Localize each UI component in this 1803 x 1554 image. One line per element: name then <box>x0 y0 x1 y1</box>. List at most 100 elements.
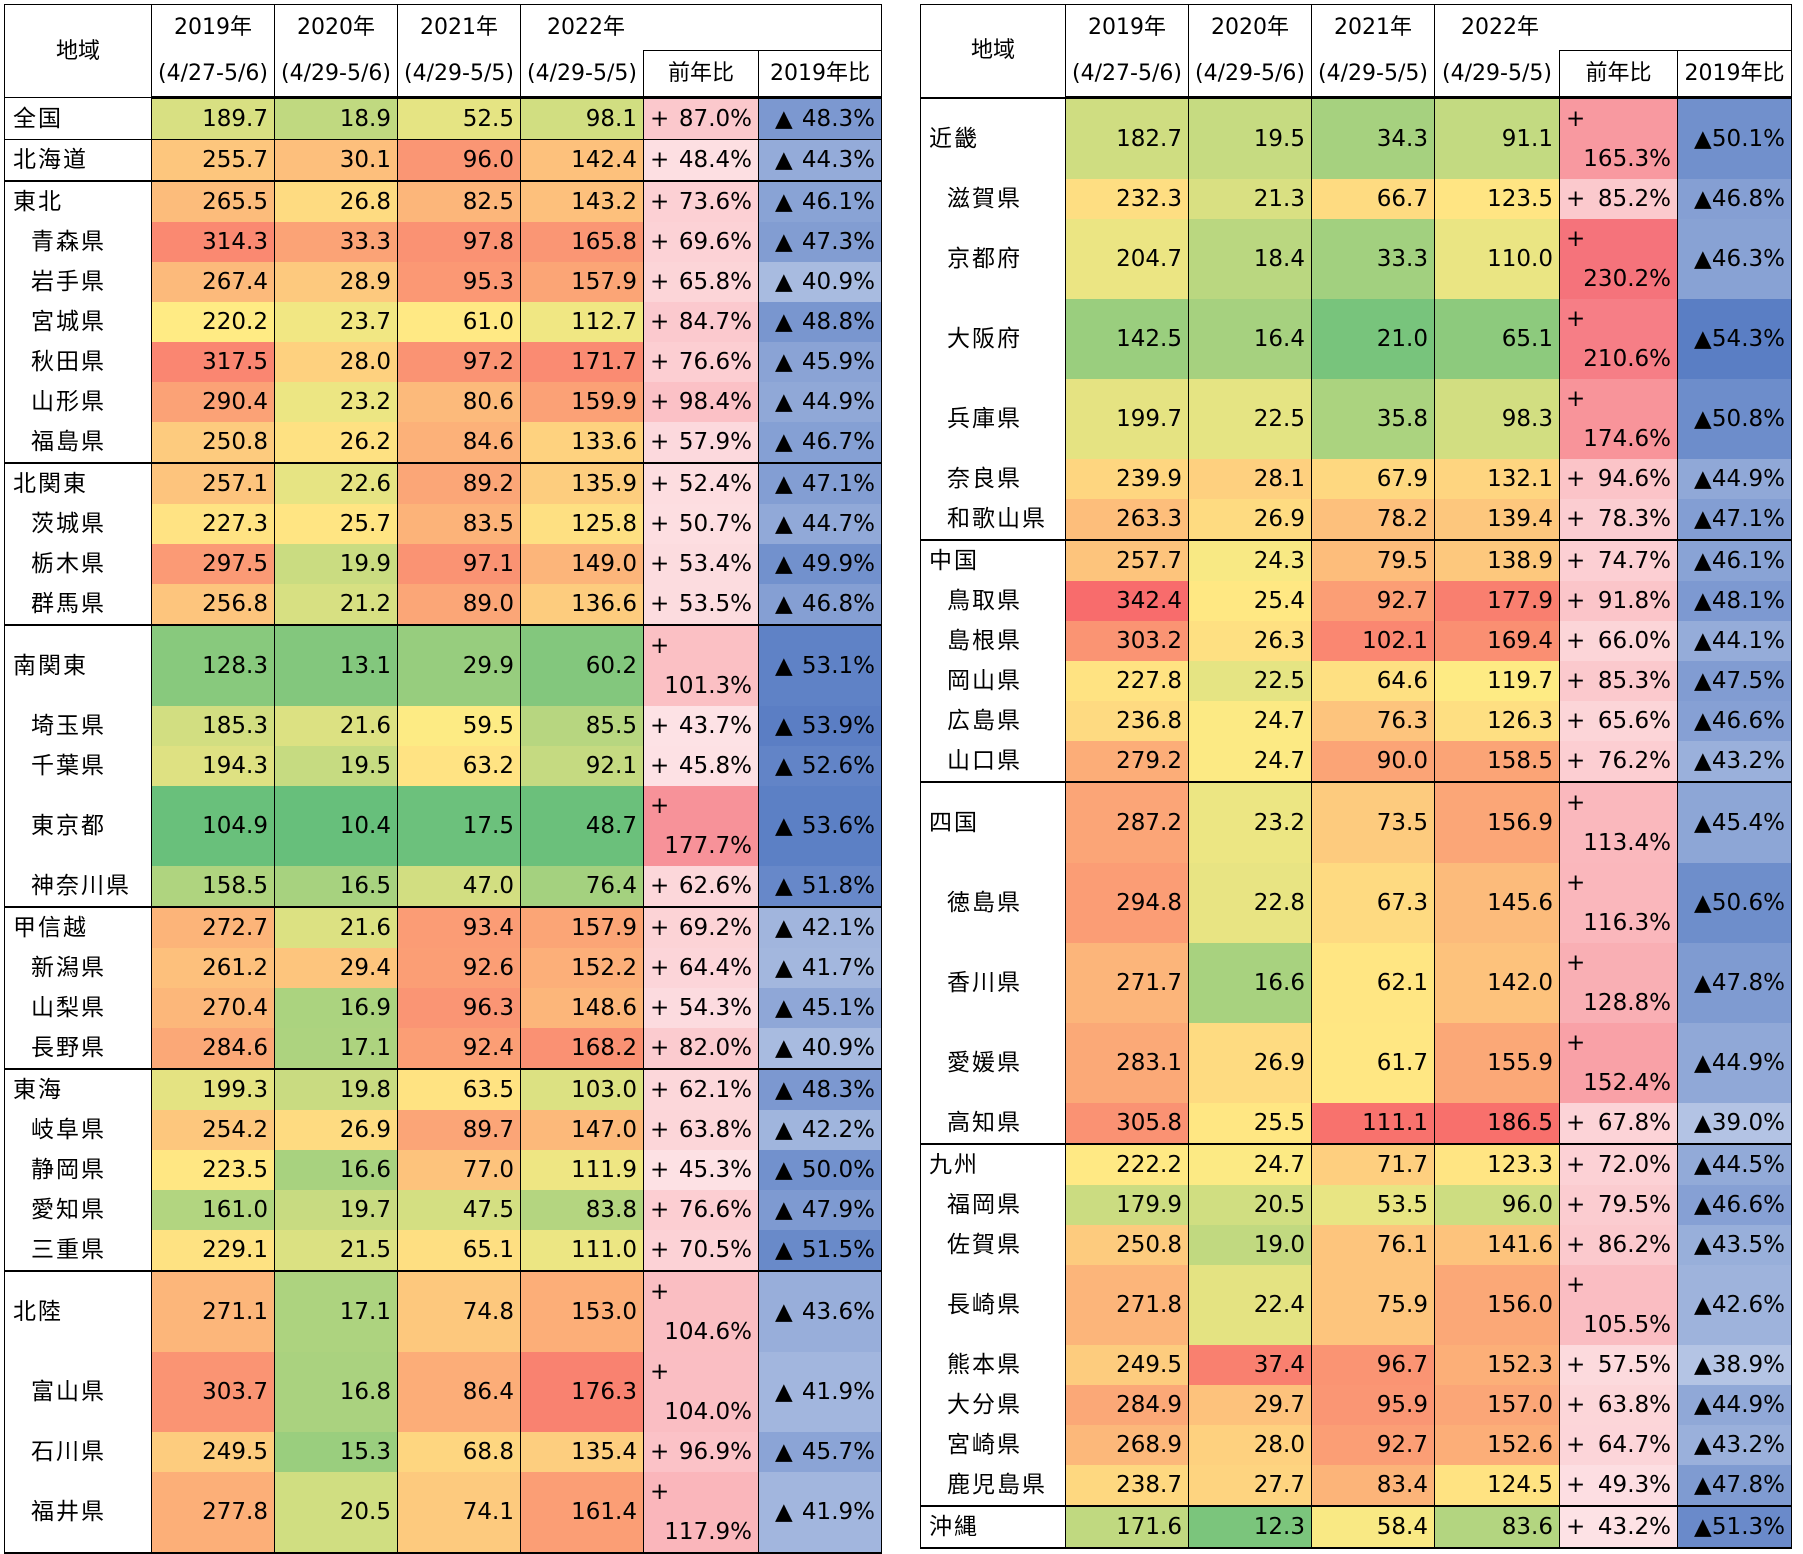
value-2022: 168.2 <box>520 1028 644 1069</box>
value-2021: 71.7 <box>1311 1143 1435 1185</box>
value-2020: 19.9 <box>274 544 398 584</box>
value-2021: 63.5 <box>397 1068 521 1110</box>
value-2022: 135.4 <box>520 1432 644 1472</box>
region-name: 岩手県 <box>4 262 152 302</box>
yoy-value: 70.5% <box>678 1237 752 1263</box>
plus-sign: + <box>650 995 670 1021</box>
value-2022: 143.2 <box>520 180 644 222</box>
value-2020: 22.5 <box>1188 379 1312 459</box>
yoy-header: 前年比 <box>643 50 759 99</box>
yoy-cell: +50.7% <box>643 504 759 544</box>
vs2019-value: 44.5% <box>1711 1152 1785 1178</box>
value-2022: 157.0 <box>1434 1385 1560 1425</box>
yoy-cell: +76.6% <box>643 1190 759 1230</box>
table-row: 奈良県 239.9 28.1 67.9 132.1 +94.6% ▲ 44.9% <box>920 459 1792 499</box>
table-body: 全国 189.7 18.9 52.5 98.1 +87.0% ▲ 48.3% 北海道 255.7 3… <box>4 97 882 1554</box>
region-header: 地域 <box>4 4 152 98</box>
table-row: 中国 257.7 24.3 79.5 138.9 +74.7% ▲ 46.1% <box>920 539 1792 581</box>
yoy-cell: +48.4% <box>643 139 759 181</box>
value-2019: 255.7 <box>151 139 275 181</box>
plus-sign: + <box>650 915 670 941</box>
table-row: 全国 189.7 18.9 52.5 98.1 +87.0% ▲ 48.3% <box>4 97 882 140</box>
value-2021: 68.8 <box>397 1432 521 1472</box>
triangle-icon: ▲ <box>1694 1050 1712 1076</box>
plus-sign: + <box>1566 1030 1586 1056</box>
value-2021: 35.8 <box>1311 379 1435 459</box>
value-2021: 76.1 <box>1311 1225 1435 1265</box>
value-2021: 93.4 <box>397 906 521 948</box>
triangle-icon: ▲ <box>775 955 793 981</box>
value-2020: 30.1 <box>274 139 398 181</box>
region-name: 長野県 <box>4 1028 152 1069</box>
value-2022: 124.5 <box>1434 1465 1560 1506</box>
value-2019: 128.3 <box>151 624 275 706</box>
region-name: 山梨県 <box>4 988 152 1028</box>
triangle-icon: ▲ <box>775 147 793 173</box>
value-2020: 22.6 <box>274 462 398 504</box>
region-name: 北関東 <box>4 462 152 504</box>
plus-sign: + <box>650 309 670 335</box>
value-2021: 47.0 <box>397 866 521 907</box>
value-2021: 61.0 <box>397 302 521 342</box>
value-2021: 53.5 <box>1311 1185 1435 1225</box>
yoy-value: 52.4% <box>678 471 752 497</box>
table-row: 茨城県 227.3 25.7 83.5 125.8 +50.7% ▲ 44.7% <box>4 504 882 544</box>
vs2019-value: 52.6% <box>801 753 875 779</box>
value-2019: 204.7 <box>1065 219 1189 299</box>
vs2019-cell: ▲ 47.9% <box>758 1190 882 1230</box>
year-2020-header: 2020年 <box>274 4 398 51</box>
triangle-icon: ▲ <box>775 189 793 215</box>
yoy-value: 57.5% <box>1597 1352 1671 1378</box>
table-row: 滋賀県 232.3 21.3 66.7 123.5 +85.2% ▲ 46.8% <box>920 179 1792 219</box>
value-2020: 21.2 <box>274 584 398 625</box>
value-2020: 22.4 <box>1188 1265 1312 1345</box>
yoy-cell: +230.2% <box>1559 219 1678 299</box>
table-row: 宮城県 220.2 23.7 61.0 112.7 +84.7% ▲ 48.8% <box>4 302 882 342</box>
triangle-icon: ▲ <box>1694 1392 1712 1418</box>
value-2020: 20.5 <box>1188 1185 1312 1225</box>
value-2022: 110.0 <box>1434 219 1560 299</box>
region-header: 地域 <box>920 4 1066 98</box>
vs2019-value: 47.9% <box>801 1197 875 1223</box>
value-2019: 250.8 <box>1065 1225 1189 1265</box>
yoy-value: 69.2% <box>678 915 752 941</box>
region-name: 宮城県 <box>4 302 152 342</box>
table-row: 秋田県 317.5 28.0 97.2 171.7 +76.6% ▲ 45.9% <box>4 342 882 382</box>
value-2021: 74.1 <box>397 1472 521 1554</box>
region-name: 新潟県 <box>4 948 152 988</box>
plus-sign: + <box>650 189 670 215</box>
value-2021: 21.0 <box>1311 299 1435 379</box>
plus-sign: + <box>650 955 670 981</box>
value-2019: 249.5 <box>1065 1345 1189 1385</box>
plus-sign: + <box>650 147 670 173</box>
yoy-value: 67.8% <box>1597 1110 1671 1136</box>
value-2021: 84.6 <box>397 422 521 463</box>
table-row: 東海 199.3 19.8 63.5 103.0 +62.1% ▲ 48.3% <box>4 1068 882 1110</box>
value-2022: 177.9 <box>1434 581 1560 621</box>
value-2020: 26.9 <box>1188 499 1312 540</box>
vs2019-cell: ▲ 46.6% <box>1677 1185 1792 1225</box>
yoy-cell: +152.4% <box>1559 1023 1678 1103</box>
vs2019-value: 50.1% <box>1711 126 1785 152</box>
value-2021: 86.4 <box>397 1352 521 1432</box>
yoy-cell: +105.5% <box>1559 1265 1678 1345</box>
period-2019-header: (4/27-5/6) <box>151 50 275 99</box>
plus-sign: + <box>650 1479 670 1505</box>
vs2019-value: 45.9% <box>801 349 875 375</box>
value-2022: 123.3 <box>1434 1143 1560 1185</box>
vs2019-value: 44.3% <box>801 147 875 173</box>
value-2022: 65.1 <box>1434 299 1560 379</box>
region-name: 福井県 <box>4 1472 152 1554</box>
region-name: 高知県 <box>920 1103 1066 1144</box>
value-2020: 12.3 <box>1188 1505 1312 1549</box>
yoy-value: 45.8% <box>678 753 752 779</box>
vs2019-cell: ▲ 45.4% <box>1677 781 1792 863</box>
value-2022: 155.9 <box>1434 1023 1560 1103</box>
region-name: 富山県 <box>4 1352 152 1432</box>
plus-sign: + <box>1566 1152 1586 1178</box>
yoy-value: 73.6% <box>678 189 752 215</box>
yoy-value: 53.5% <box>678 591 752 617</box>
value-2021: 58.4 <box>1311 1505 1435 1549</box>
table-row: 大分県 284.9 29.7 95.9 157.0 +63.8% ▲ 44.9% <box>920 1385 1792 1425</box>
value-2020: 29.4 <box>274 948 398 988</box>
